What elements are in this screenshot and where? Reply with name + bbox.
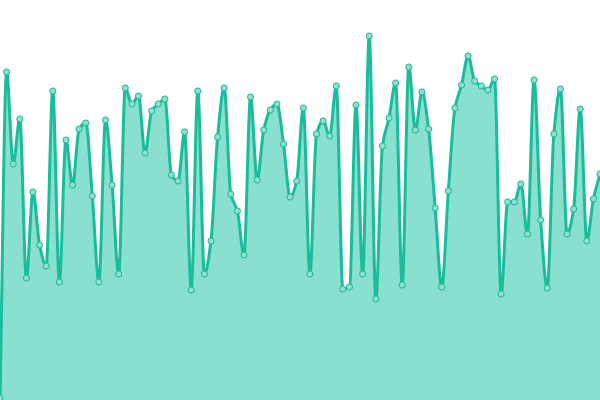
- data-point-8: [49, 87, 57, 95]
- data-point-20: [128, 100, 136, 108]
- data-point-32: [207, 237, 215, 245]
- data-point-74: [484, 86, 492, 94]
- area-fill: [0, 36, 600, 400]
- data-point-12: [75, 125, 83, 133]
- data-point-30: [194, 87, 202, 95]
- series-line: [0, 34, 600, 399]
- data-point-47: [306, 270, 314, 278]
- data-point-44: [286, 193, 294, 201]
- data-point-38: [247, 93, 255, 101]
- data-point-53: [345, 283, 353, 291]
- data-point-35: [227, 190, 235, 198]
- data-points-layer: [0, 32, 600, 400]
- data-point-15: [95, 278, 103, 286]
- data-point-11: [69, 181, 77, 189]
- data-point-85: [556, 85, 564, 93]
- data-point-24: [154, 100, 162, 108]
- data-point-69: [451, 104, 459, 112]
- data-point-50: [326, 132, 334, 140]
- data-point-51: [332, 82, 340, 90]
- data-point-79: [517, 180, 525, 188]
- data-point-43: [280, 140, 288, 148]
- data-point-10: [62, 136, 70, 144]
- data-point-80: [523, 230, 531, 238]
- data-point-68: [444, 187, 452, 195]
- data-point-56: [365, 32, 373, 40]
- data-point-46: [299, 104, 307, 112]
- data-point-65: [425, 125, 433, 133]
- line-layer: [0, 34, 600, 399]
- data-point-39: [253, 176, 261, 184]
- data-point-72: [471, 77, 479, 85]
- data-point-54: [352, 101, 360, 109]
- data-point-91: [596, 170, 600, 178]
- data-point-49: [319, 117, 327, 125]
- data-point-14: [88, 192, 96, 200]
- data-point-62: [405, 63, 413, 71]
- data-point-18: [115, 270, 123, 278]
- data-point-52: [339, 285, 347, 293]
- data-point-60: [392, 79, 400, 87]
- data-point-31: [200, 270, 208, 278]
- data-point-89: [583, 237, 591, 245]
- data-point-45: [293, 177, 301, 185]
- data-point-42: [273, 100, 281, 108]
- data-point-63: [411, 126, 419, 134]
- data-point-27: [174, 177, 182, 185]
- data-point-16: [101, 116, 109, 124]
- data-point-36: [233, 207, 241, 215]
- data-point-7: [42, 262, 50, 270]
- data-point-34: [220, 84, 228, 92]
- data-point-78: [510, 198, 518, 206]
- data-point-26: [167, 171, 175, 179]
- data-point-73: [477, 82, 485, 90]
- data-point-57: [372, 295, 380, 303]
- data-point-82: [537, 216, 545, 224]
- data-point-0: [0, 394, 4, 400]
- data-point-70: [458, 81, 466, 89]
- data-point-71: [464, 52, 472, 60]
- data-point-29: [187, 286, 195, 294]
- data-point-90: [589, 195, 597, 203]
- area-fill-layer: [0, 36, 600, 400]
- data-point-33: [214, 133, 222, 141]
- data-point-41: [266, 106, 274, 114]
- data-point-13: [82, 119, 90, 127]
- data-point-4: [22, 274, 30, 282]
- data-point-64: [418, 88, 426, 96]
- data-point-21: [134, 92, 142, 100]
- data-point-28: [181, 128, 189, 136]
- data-point-77: [504, 198, 512, 206]
- data-point-9: [55, 278, 63, 286]
- data-point-55: [359, 270, 367, 278]
- data-point-67: [438, 283, 446, 291]
- data-point-2: [9, 160, 17, 168]
- data-point-59: [385, 114, 393, 122]
- data-point-48: [312, 130, 320, 138]
- data-point-88: [576, 105, 584, 113]
- data-point-87: [570, 205, 578, 213]
- data-point-75: [491, 75, 499, 83]
- data-point-37: [240, 251, 248, 259]
- data-point-3: [16, 115, 24, 123]
- data-point-40: [260, 126, 268, 134]
- data-point-76: [497, 290, 505, 298]
- data-point-61: [398, 281, 406, 289]
- data-point-6: [36, 241, 44, 249]
- data-point-19: [121, 84, 129, 92]
- data-point-58: [378, 142, 386, 150]
- data-point-17: [108, 181, 116, 189]
- data-point-84: [550, 130, 558, 138]
- data-point-25: [161, 95, 169, 103]
- data-point-83: [543, 284, 551, 292]
- data-point-5: [29, 188, 37, 196]
- data-point-86: [563, 230, 571, 238]
- data-point-23: [148, 107, 156, 115]
- data-point-1: [3, 68, 11, 76]
- data-point-22: [141, 149, 149, 157]
- data-point-66: [431, 204, 439, 212]
- data-point-81: [530, 76, 538, 84]
